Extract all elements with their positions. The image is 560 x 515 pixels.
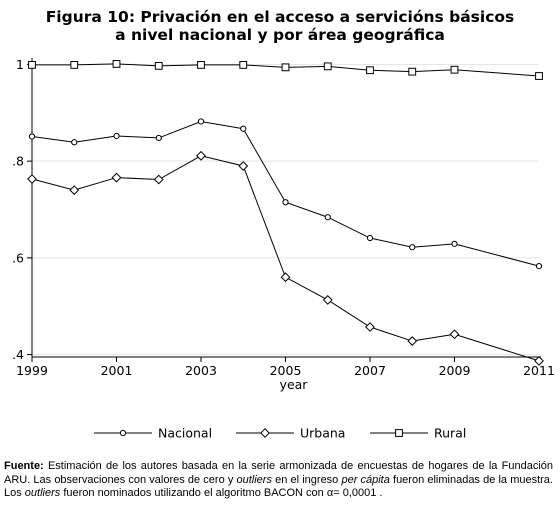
y-tick-label-0: .4 (12, 347, 24, 362)
y-tick-label-2: .8 (12, 154, 24, 169)
point-rural-2009 (450, 65, 459, 74)
point-nacional-2011 (535, 262, 543, 270)
point-urbana-2008 (407, 336, 418, 346)
legend-marker-nacional (119, 429, 127, 437)
source-label: Fuente: (4, 460, 44, 472)
tick-labels: .4 .6 .8 1 1999 2001 2003 2005 2007 2009 2011 (12, 57, 555, 378)
point-urbana-2000 (69, 185, 80, 196)
source-italic-1: outliers (236, 473, 272, 486)
point-urbana-2003 (196, 150, 206, 161)
x-tick-label-6: 2011 (523, 363, 555, 378)
point-nacional-2007 (366, 234, 374, 242)
alpha-symbol: α= (326, 487, 340, 499)
point-nacional-2004 (240, 125, 247, 132)
y-tick-label-1: .6 (12, 250, 24, 265)
point-urbana-2001 (111, 172, 122, 183)
source-text-4: fueron nominados utilizando el algoritmo… (60, 487, 327, 499)
legend-marker-urbana (260, 428, 270, 438)
axes (27, 58, 541, 362)
point-nacional-2003 (197, 118, 205, 125)
x-tick-label-5: 2009 (439, 363, 471, 378)
point-rural-2004 (239, 61, 248, 69)
legend-marker-rural (395, 429, 403, 437)
series-lines (31, 63, 540, 362)
legend-label-rural: Rural (434, 426, 466, 441)
point-rural-2001 (112, 60, 121, 68)
point-nacional-1999 (28, 133, 36, 140)
x-tick-label-2: 2003 (185, 363, 217, 378)
point-nacional-2009 (451, 240, 458, 247)
line-chart: .4 .6 .8 1 1999 2001 2003 2005 2007 2009 2011 year… (12, 57, 555, 441)
gridlines (32, 63, 539, 356)
point-urbana-2002 (153, 174, 164, 185)
x-axis-label: year (280, 377, 309, 392)
point-urbana-2006 (322, 295, 333, 305)
point-rural-2008 (408, 67, 417, 76)
point-urbana-2005 (280, 272, 291, 283)
point-rural-2005 (281, 63, 290, 72)
x-tick-label-3: 2005 (270, 363, 302, 378)
series-line-nacional (31, 120, 540, 267)
point-rural-2007 (366, 66, 374, 75)
point-rural-2000 (70, 61, 79, 69)
point-nacional-2001 (113, 132, 120, 140)
point-rural-1999 (28, 61, 36, 69)
point-rural-2006 (323, 62, 332, 71)
series-line-rural (32, 63, 540, 77)
point-urbana-2007 (365, 322, 375, 332)
source-note: Fuente: Estimación de los autores basada… (4, 460, 553, 501)
point-nacional-2005 (282, 199, 289, 206)
legend-label-nacional: Nacional (158, 426, 212, 441)
point-nacional-2002 (155, 134, 162, 142)
chart-title-line-1: Figura 10: Privación en el acceso a serv… (45, 8, 515, 26)
alpha-value: 0,0001 . (339, 487, 383, 499)
legend: Nacional Urbana Rural (94, 426, 466, 441)
chart-title-line-2: a nivel nacional y por área geográfica (115, 26, 445, 44)
legend-label-urbana: Urbana (300, 426, 345, 441)
point-nacional-2000 (71, 139, 78, 146)
point-urbana-2009 (449, 329, 460, 340)
point-urbana-1999 (27, 174, 37, 184)
source-text-3: fueron eliminadas de la muestra. Los (4, 473, 553, 500)
point-nacional-2008 (409, 244, 416, 251)
y-tick-label-3: 1 (16, 57, 24, 72)
point-rural-2011 (535, 72, 543, 80)
point-urbana-2004 (238, 161, 249, 171)
x-tick-label-4: 2007 (354, 363, 386, 378)
x-tick-label-1: 2001 (101, 363, 133, 378)
point-rural-2003 (197, 61, 205, 69)
point-nacional-2006 (324, 214, 331, 221)
point-urbana-2011 (534, 355, 544, 366)
series-markers (27, 60, 544, 366)
source-italic-2: per cápita (341, 473, 390, 486)
source-text-2: en el ingreso (271, 473, 342, 486)
x-tick-label-0: 1999 (16, 363, 48, 378)
source-italic-3: outliers (24, 487, 61, 499)
series-line-urbana (31, 155, 540, 362)
point-rural-2002 (154, 61, 163, 70)
source-text-1: Estimación de los autores basada en la s… (4, 460, 553, 486)
